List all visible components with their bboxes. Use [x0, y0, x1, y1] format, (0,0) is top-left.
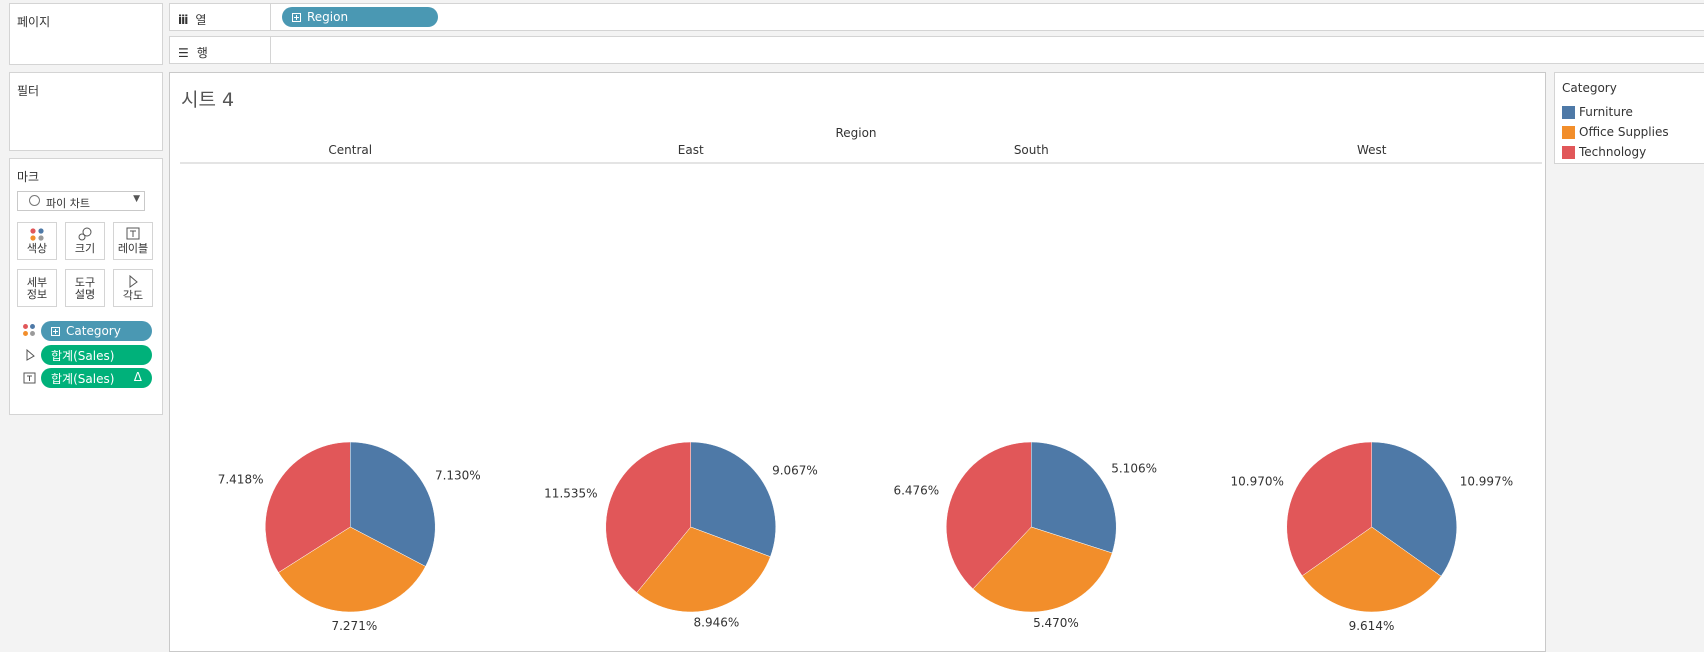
detail-button-label1: 세부 — [26, 276, 48, 289]
pie-slice-south-technology[interactable] — [946, 441, 1032, 590]
angle-button[interactable]: 각도 — [113, 269, 153, 307]
pie-slice-central-technology[interactable] — [265, 441, 351, 573]
pie-slice-west-office-supplies[interactable] — [1301, 526, 1442, 613]
mark-type-dropdown[interactable]: 파이 차트 ▼ — [17, 191, 145, 211]
rows-shelf[interactable]: ☰ 행 — [169, 36, 1704, 64]
angle-icon — [114, 274, 152, 290]
pie-chart-icon — [29, 195, 40, 206]
table-calc-delta-icon: Δ — [133, 370, 142, 384]
legend-item-office-supplies[interactable]: Office Supplies — [1562, 125, 1669, 139]
pie-label-central-technology: 7.418% — [218, 472, 264, 486]
expand-icon — [51, 326, 60, 336]
tooltip-button[interactable]: 도구 설명 — [65, 269, 105, 307]
category-legend[interactable]: Category Furniture Office Supplies Techn… — [1554, 72, 1704, 164]
pie-label-east-technology: 11.535% — [544, 487, 597, 501]
category-pill-label: Category — [66, 324, 121, 338]
label-icon — [114, 227, 152, 243]
region-header-east: East — [678, 143, 704, 157]
size-icon — [66, 227, 104, 243]
pages-panel[interactable]: 페이지 — [9, 3, 163, 65]
sales-angle-pill[interactable]: 합계(Sales) — [41, 345, 152, 365]
columns-shelf[interactable]: iii 열 Region — [169, 3, 1704, 31]
pie-slice-west-technology[interactable] — [1286, 441, 1372, 577]
color-dots-icon — [22, 322, 36, 341]
pie-label-central-office-supplies: 7.271% — [331, 619, 377, 633]
legend-item-label: Technology — [1579, 145, 1647, 159]
pie-label-south-technology: 6.476% — [893, 483, 939, 497]
region-pill-label: Region — [307, 10, 349, 24]
pie-label-east-furniture: 9.067% — [772, 464, 818, 478]
pie-slice-central-furniture[interactable] — [350, 441, 436, 567]
columns-shelf-label-group: iii 열 — [178, 11, 206, 28]
legend-title: Category — [1562, 81, 1617, 95]
label-button-label: 레이블 — [117, 242, 149, 255]
pie-slice-east-furniture[interactable] — [690, 441, 776, 558]
pie-slice-west-furniture[interactable] — [1371, 441, 1457, 577]
color-button[interactable]: 색상 — [17, 222, 57, 260]
pie-label-west-office-supplies: 9.614% — [1349, 619, 1395, 633]
sales-label-pill-label: 합계(Sales) — [51, 371, 115, 386]
label-button[interactable]: 레이블 — [113, 222, 153, 260]
region-header-central: Central — [328, 143, 372, 157]
shelf-divider — [270, 4, 271, 30]
rows-shelf-label-group: ☰ 행 — [178, 44, 208, 61]
filters-panel[interactable]: 필터 — [9, 72, 163, 151]
detail-button-label2: 정보 — [26, 288, 48, 301]
color-button-label: 색상 — [26, 242, 48, 255]
pie-slice-south-furniture[interactable] — [1031, 441, 1117, 554]
detail-button[interactable]: 세부 정보 — [17, 269, 57, 307]
shelf-divider — [270, 37, 271, 63]
color-dots-icon — [18, 227, 56, 243]
legend-item-label: Office Supplies — [1579, 125, 1669, 139]
pie-label-east-office-supplies: 8.946% — [694, 616, 740, 630]
region-header-south: South — [1014, 143, 1049, 157]
mark-type-value: 파이 차트 — [46, 197, 90, 210]
pages-title: 페이지 — [17, 15, 51, 29]
view-canvas[interactable]: 시트 4 Region Central 7.130% 7.271% 7.418% Eas… — [169, 72, 1546, 652]
sales-label-pill[interactable]: 합계(Sales) Δ — [41, 368, 152, 388]
legend-item-furniture[interactable]: Furniture — [1562, 105, 1633, 119]
pie-slice-east-technology[interactable] — [605, 441, 691, 593]
sheet-title: 시트 4 — [181, 89, 235, 111]
sales-angle-pill-label: 합계(Sales) — [51, 348, 115, 363]
region-header-title: Region — [835, 126, 877, 140]
rows-label: 행 — [196, 46, 208, 60]
pie-slice-south-office-supplies[interactable] — [972, 526, 1113, 613]
pie-label-west-technology: 10.970% — [1231, 474, 1284, 488]
tooltip-button-label1: 도구 — [74, 276, 96, 289]
marks-title: 마크 — [17, 170, 40, 184]
pie-label-west-furniture: 10.997% — [1460, 475, 1513, 489]
chevron-down-icon: ▼ — [133, 194, 140, 204]
region-header-west: West — [1357, 143, 1387, 157]
legend-swatch — [1562, 105, 1575, 119]
pie-slice-central-office-supplies[interactable] — [278, 526, 426, 613]
angle-icon — [24, 346, 36, 365]
region-column-pill[interactable]: Region — [282, 7, 438, 27]
legend-swatch — [1562, 125, 1575, 139]
pie-label-central-furniture: 7.130% — [435, 469, 481, 483]
tooltip-button-label2: 설명 — [74, 288, 96, 301]
rows-icon: ☰ — [178, 45, 189, 60]
pie-slice-east-office-supplies[interactable] — [636, 526, 771, 613]
size-button-label: 크기 — [74, 242, 96, 255]
columns-label: 열 — [195, 13, 207, 27]
marks-panel: 마크 파이 차트 ▼ 색상 크기 레이블 세부 정보 도구 설명 — [9, 158, 163, 415]
angle-button-label: 각도 — [122, 289, 144, 302]
pie-label-south-office-supplies: 5.470% — [1033, 616, 1079, 630]
size-button[interactable]: 크기 — [65, 222, 105, 260]
expand-icon — [292, 12, 301, 22]
legend-item-label: Furniture — [1579, 105, 1633, 119]
label-icon — [23, 369, 36, 388]
category-color-pill[interactable]: Category — [41, 321, 152, 341]
pie-label-south-furniture: 5.106% — [1111, 462, 1157, 476]
legend-item-technology[interactable]: Technology — [1562, 145, 1646, 159]
legend-swatch — [1562, 145, 1575, 159]
pie-charts[interactable]: Central 7.130% 7.271% 7.418% East 9.067% 8.946… — [170, 73, 1545, 651]
filters-title: 필터 — [17, 84, 40, 98]
columns-icon: iii — [178, 12, 188, 27]
